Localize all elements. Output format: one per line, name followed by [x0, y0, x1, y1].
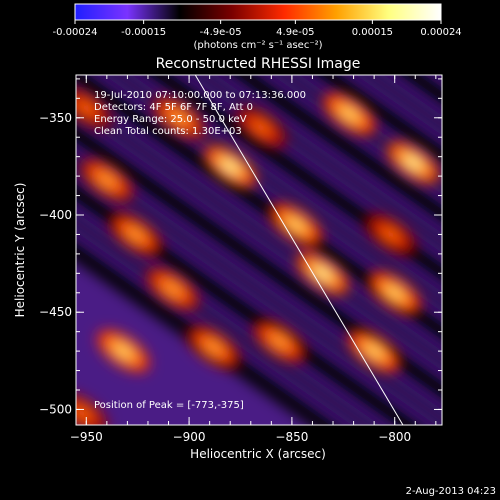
- colorbar-tick-label: -4.9e-05: [200, 27, 242, 38]
- annotation-time: 19-Jul-2010 07:10:00.000 to 07:13:36.000: [94, 90, 306, 101]
- emission-source: [387, 141, 440, 184]
- emission-source: [323, 93, 376, 135]
- y-tick-label: −450: [39, 305, 72, 319]
- emission-source: [187, 326, 240, 368]
- heatmap-band: [76, 75, 442, 425]
- heatmap-band: [201, 75, 442, 425]
- annotation-peak-position: Position of Peak = [-773,-375]: [94, 400, 244, 411]
- emission-source: [270, 204, 322, 246]
- emission-source: [296, 252, 349, 295]
- heatmap-band: [117, 75, 442, 425]
- y-tick-label: −350: [39, 111, 72, 125]
- colorbar-tick-label: 0.00015: [352, 27, 393, 38]
- emission-source: [235, 106, 287, 149]
- colorbar-tick-label: 4.9e-05: [276, 27, 314, 38]
- x-tick-label: −950: [70, 430, 103, 444]
- annotation-clean: Clean Total counts: 1.30E+03: [94, 126, 242, 137]
- y-tick-label: −400: [39, 208, 72, 222]
- plot-frame: [75, 74, 443, 426]
- emission-source: [109, 213, 162, 256]
- emission-source: [348, 330, 400, 372]
- footer-date: 2-Aug-2013 04:23: [406, 486, 496, 497]
- colorbar-tick-label: 0.00024: [420, 27, 461, 38]
- annotation-detectors: Detectors: 4F 5F 6F 7F 8F, Att 0: [94, 102, 253, 113]
- heatmap-band: [76, 75, 442, 425]
- colorbar-tick-label: -0.00024: [53, 27, 98, 38]
- annotation-energy: Energy Range: 25.0 - 50.0 keV: [94, 114, 247, 125]
- heatmap-band: [243, 75, 442, 425]
- heatmap-band: [76, 75, 442, 425]
- emission-source: [204, 145, 257, 188]
- x-axis-label: Heliocentric X (arcsec): [190, 447, 326, 461]
- emission-source: [146, 268, 199, 310]
- heatmap-band: [76, 75, 442, 425]
- x-tick-label: −850: [275, 430, 308, 444]
- colorbar-tick-label: -0.00015: [121, 27, 166, 38]
- colorbar-ticks: -0.00024 -0.00015 -4.9e-05 4.9e-05 0.00015 0.…: [53, 20, 462, 38]
- emission-source: [152, 97, 205, 139]
- emission-source: [368, 272, 421, 314]
- heatmap: [76, 75, 442, 425]
- emission-source: [76, 87, 113, 129]
- heatmap-sources: [76, 87, 440, 425]
- y-tick-label: −500: [39, 402, 72, 416]
- solar-limb-line: [194, 75, 404, 425]
- heatmap-band: [159, 75, 442, 425]
- heatmap-band: [76, 75, 442, 425]
- x-tick-label: −800: [378, 430, 411, 444]
- emission-source: [253, 320, 306, 363]
- heatmap-band: [76, 75, 442, 425]
- colorbar-units-label: (photons cm⁻² s⁻¹ asec⁻²): [193, 40, 322, 51]
- axis-ticks: −950 −900 −850 −800 −350 −400 −450 −500: [39, 75, 442, 444]
- y-axis-label: Heliocentric Y (arcsec): [13, 183, 27, 318]
- colorbar: [74, 3, 442, 21]
- chart-title: Reconstructed RHESSI Image: [156, 56, 361, 72]
- x-tick-label: −900: [173, 430, 206, 444]
- emission-source: [97, 330, 150, 372]
- emission-source: [364, 213, 417, 256]
- emission-source: [80, 159, 133, 201]
- heatmap-band: [76, 75, 442, 425]
